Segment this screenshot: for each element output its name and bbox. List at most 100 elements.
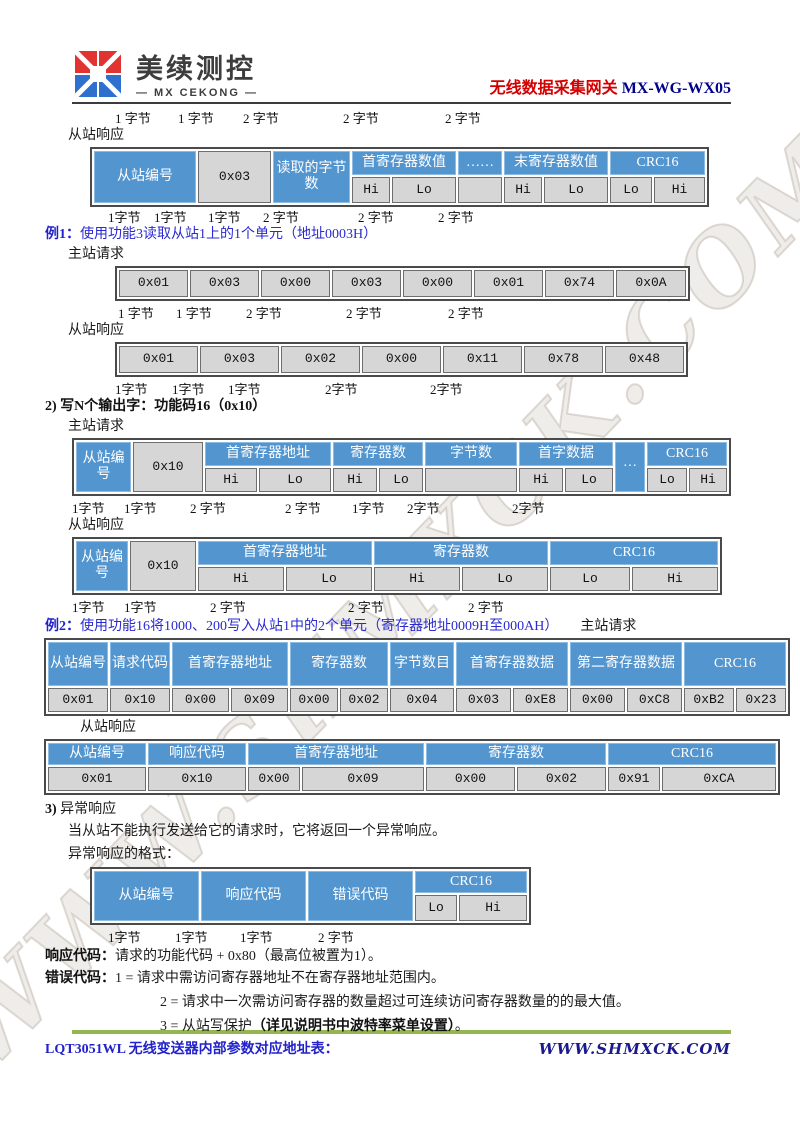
brand-logo-block: 美续测控 — MX CEKONG —: [74, 50, 258, 99]
table-cell: 0x03: [332, 270, 401, 297]
document-title-cn: 无线数据采集网关: [489, 80, 618, 97]
table-cell: 0x00: [261, 270, 330, 297]
table-cell: 从站编号: [76, 541, 128, 591]
byte-length-label: 2字节: [512, 501, 545, 516]
table-cell: CRC16: [415, 871, 528, 893]
table-cell: 错误代码: [308, 871, 413, 921]
example1-text: 使用功能3读取从站1上的1个单元（地址0003H）: [80, 227, 378, 242]
response-code-line: 响应代码：请求的功能代码 + 0x80（最高位被置为1）。: [45, 948, 800, 966]
table-cell: Lo: [550, 567, 630, 591]
table-cell: 寄存器数: [290, 642, 388, 686]
table-cell: CRC16: [608, 743, 777, 765]
table-cell: Lo: [379, 468, 423, 492]
table-cell: Hi: [519, 468, 563, 492]
fn16-slave-response-structure-table: 从站编号 0x10 首寄存器地址 寄存器数 CRC16 Hi Lo Hi Lo Lo Hi: [72, 537, 723, 595]
error-code-3-pre: 3 = 从站写保护: [160, 1019, 252, 1034]
byte-labels-row: 1字节 1字节 2 字节 2 字节 1字节 2字节 2字节: [0, 498, 800, 516]
section2-heading: 2) 写N个输出字：功能码16（0x10）: [45, 398, 800, 416]
table-cell: 末寄存器数值: [504, 151, 608, 175]
table-cell: 0x01: [48, 688, 108, 712]
byte-length-label: 2 字节: [348, 600, 384, 615]
byte-length-label: 2 字节: [358, 210, 394, 225]
byte-length-label: 2 字节: [343, 111, 379, 126]
brand-text: 美续测控 — MX CEKONG —: [136, 50, 258, 100]
table-cell: 0x00: [248, 767, 300, 791]
error-code-label: 错误代码：: [45, 971, 115, 986]
byte-labels-row: 1字节 1字节 1字节 2字节 2字节: [0, 379, 800, 397]
table-cell: 0x00: [290, 688, 338, 712]
table-cell: 读取的字节数: [273, 151, 350, 203]
table-cell: Hi: [374, 567, 460, 591]
byte-length-label: 2 字节: [263, 210, 299, 225]
section3-title: 异常响应: [60, 802, 117, 817]
table-cell: 0x00: [426, 767, 515, 791]
table-cell: Lo: [286, 567, 372, 591]
response-code-text: 请求的功能代码 + 0x80（最高位被置为1）。: [115, 949, 382, 964]
table-cell: CRC16: [684, 642, 787, 686]
table-cell: Lo: [415, 895, 457, 921]
byte-length-label: 1字节: [352, 501, 385, 516]
byte-length-label: 1 字节: [118, 306, 154, 321]
table-cell: Hi: [459, 895, 528, 921]
table-cell: ……: [458, 151, 502, 175]
table-cell: 0x23: [736, 688, 787, 712]
byte-length-label: 2字节: [407, 501, 440, 516]
byte-length-label: 1字节: [154, 210, 187, 225]
error-code-3-bold: （详见说明书中波特率菜单设置）: [251, 1019, 455, 1034]
byte-length-label: 1字节: [124, 600, 157, 615]
byte-length-label: 2 字节: [210, 600, 246, 615]
byte-length-label: 1 字节: [115, 111, 151, 126]
table-cell: Lo: [259, 468, 331, 492]
table-cell-empty: [425, 468, 517, 492]
byte-length-label: 1 字节: [178, 111, 214, 126]
table-cell: Lo: [610, 177, 652, 203]
table-cell: 0x10: [133, 442, 203, 492]
byte-length-label: 1字节: [172, 382, 205, 397]
table-cell: 首寄存器数值: [352, 151, 456, 175]
slave-response-label: 从站响应: [68, 128, 124, 143]
byte-length-label: 2 字节: [445, 111, 481, 126]
section2-number: 2): [45, 399, 57, 414]
table-cell: 响应代码: [201, 871, 306, 921]
table-cell: 0x03: [198, 151, 271, 203]
example1-title: 例1：使用功能3读取从站1上的1个单元（地址0003H）: [45, 226, 800, 244]
error-code-1-text: 1 = 请求中需访问寄存器地址不在寄存器地址范围内。: [115, 971, 445, 986]
byte-length-label: 2 字节: [448, 306, 484, 321]
table-cell: 0xB2: [684, 688, 734, 712]
table-cell: 字节数: [425, 442, 517, 466]
table-cell: Hi: [654, 177, 706, 203]
example1-prefix: 例1：: [45, 227, 80, 242]
table-cell-empty: [458, 177, 502, 203]
slave-response-label: 从站响应: [80, 720, 136, 735]
table-cell: 0x09: [231, 688, 288, 712]
byte-length-label: 2字节: [430, 382, 463, 397]
byte-length-label: 1字节: [72, 600, 105, 615]
byte-labels-row: 1字节 1字节 2 字节 2 字节 2 字节: [0, 597, 800, 615]
slave-response-label: 从站响应: [68, 518, 124, 533]
slave-response-label: 从站响应: [68, 323, 124, 338]
table-cell: 0xCA: [662, 767, 777, 791]
table-cell: 响应代码: [148, 743, 246, 765]
footer-divider: [72, 1030, 731, 1034]
table-cell: 0x04: [390, 688, 454, 712]
footer-website: WWW.SHMXCK.COM: [538, 1040, 731, 1058]
error-code-line-3: 3 = 从站写保护（详见说明书中波特率菜单设置）。: [160, 1018, 800, 1036]
table-cell: 0x02: [517, 767, 606, 791]
section3-heading: 3) 异常响应: [45, 801, 800, 819]
table-cell: 第二寄存器数据: [570, 642, 682, 686]
response-code-label: 响应代码：: [45, 949, 115, 964]
table-cell: 首寄存器数据: [456, 642, 568, 686]
table-cell: 从站编号: [94, 871, 199, 921]
table-cell: Hi: [504, 177, 542, 203]
table-cell: Hi: [352, 177, 390, 203]
byte-length-label: 1字节: [108, 930, 141, 945]
section2-title: 写N个输出字：功能码16（0x10）: [60, 399, 267, 414]
table-cell: 从站编号: [48, 642, 108, 686]
table-cell: 首字数据: [519, 442, 613, 466]
table-cell: 0x01: [119, 346, 198, 373]
byte-length-label: 2 字节: [285, 501, 321, 516]
fn16-master-request-structure-table: 从站编号 0x10 首寄存器地址 寄存器数 字节数 首字数据 ··· CRC16 Hi Lo Hi L…: [72, 438, 732, 496]
table-cell: Lo: [392, 177, 456, 203]
company-logo-icon: [74, 50, 122, 98]
table-cell: 0x00: [403, 270, 472, 297]
